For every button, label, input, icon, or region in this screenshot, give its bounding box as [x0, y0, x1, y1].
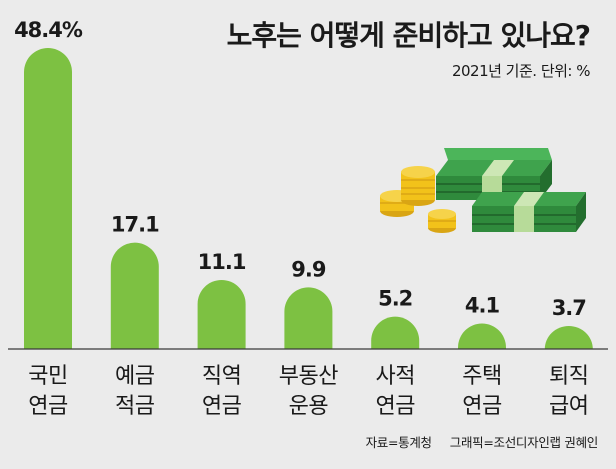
bar [371, 316, 420, 349]
chart-subtitle: 2021년 기준. 단위: % [451, 62, 591, 80]
category-label: 적금 [115, 394, 155, 419]
category-label: 연금 [462, 394, 502, 419]
bar [197, 279, 246, 349]
cash-stack-icon [472, 192, 586, 232]
category-label: 퇴직 [549, 364, 588, 389]
source-label: 자료=통계청 [365, 435, 432, 450]
category-label: 연금 [375, 394, 415, 419]
category-label: 예금 [115, 364, 155, 389]
bar-value-label: 5.2 [378, 287, 412, 311]
source-credit: 자료=통계청 그래픽=조선디자인랩 권혜인 [365, 432, 599, 451]
value-labels-group: 48.4% 17.1 11.1 9.9 5.2 4.1 3.7 [14, 18, 587, 320]
bar [110, 242, 159, 349]
bar [24, 48, 72, 349]
bar-value-label: 17.1 [111, 213, 159, 237]
bar-value-label: 11.1 [198, 250, 246, 274]
category-label: 주택 [462, 364, 501, 389]
chart-title: 노후는 어떻게 준비하고 있나요? [226, 19, 591, 52]
bar [458, 323, 506, 349]
bar-value-label: 48.4% [14, 18, 83, 42]
category-label: 사적 [375, 364, 414, 389]
money-stacks-and-coins-icon [380, 148, 586, 233]
category-label: 운용 [289, 394, 329, 419]
category-label: 국민 [28, 364, 67, 389]
coin-stack-icon [401, 166, 435, 206]
category-label: 연금 [202, 394, 242, 419]
category-label: 연금 [28, 394, 68, 419]
bar-value-label: 4.1 [465, 294, 500, 318]
coin-stack-icon [428, 209, 456, 233]
bar-value-label: 9.9 [291, 257, 326, 281]
category-label: 급여 [549, 394, 588, 419]
bar [544, 325, 593, 349]
category-label: 직역 [202, 364, 241, 389]
bars-group [24, 48, 593, 349]
category-label: 부동산 [279, 364, 338, 389]
bar [284, 287, 333, 349]
graphic-credit: 그래픽=조선디자인랩 권혜인 [449, 435, 599, 450]
bar-value-label: 3.7 [552, 296, 586, 320]
